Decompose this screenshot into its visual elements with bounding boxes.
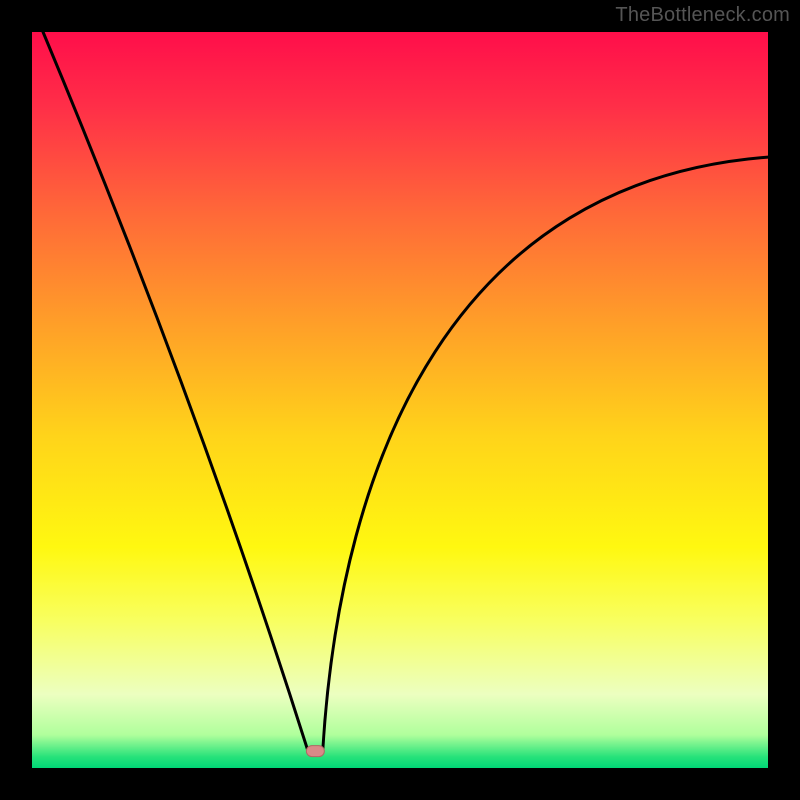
bottleneck-chart [0,0,800,800]
plot-area [32,32,768,768]
watermark-text: TheBottleneck.com [615,4,790,27]
optimal-marker [306,746,324,757]
chart-container: TheBottleneck.com [0,0,800,800]
